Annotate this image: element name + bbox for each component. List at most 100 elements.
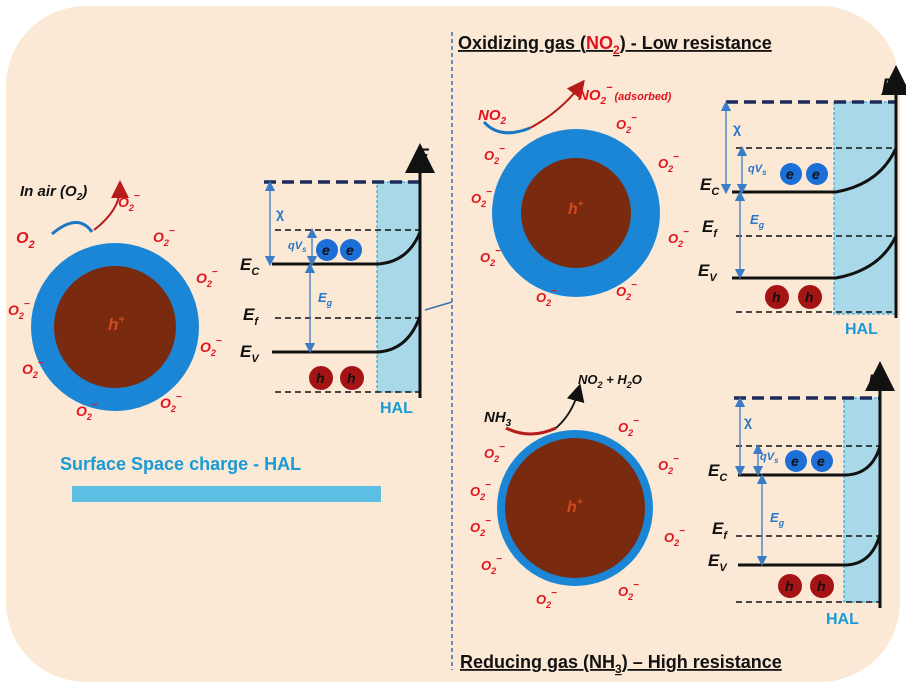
electron-icon (811, 450, 833, 472)
electron-label: e (817, 453, 825, 469)
conduction-band-line (732, 147, 898, 194)
nh3-gas-label: NH (484, 409, 507, 426)
svg-text:Ef: Ef (243, 305, 259, 328)
ads-oxygen-label: O (200, 339, 211, 355)
hal-label: HAL (845, 321, 878, 338)
svg-text:EV: EV (698, 261, 718, 284)
svg-text:In air (O2): In air (O2) (20, 183, 87, 203)
ads-oxygen-label: O (658, 156, 668, 171)
svg-text:χ: χ (744, 413, 752, 429)
svg-text:O2−: O2− (536, 588, 557, 610)
ec-label: E (240, 255, 252, 274)
hole-icon (798, 285, 822, 309)
svg-text:O2−: O2− (470, 516, 491, 538)
svg-text:O2−: O2− (196, 267, 218, 289)
conduction-band-line (272, 231, 422, 266)
hal-label: HAL (380, 400, 413, 417)
electron-icon (785, 450, 807, 472)
in-air-label: In air (O (20, 183, 77, 200)
svg-text:O2−: O2− (658, 152, 679, 174)
ec-label: E (708, 461, 720, 480)
reducing-title: Reducing gas (NH3) – High resistance (460, 652, 782, 676)
chi-label: χ (744, 413, 752, 429)
svg-text:O2−: O2− (664, 526, 685, 548)
svg-text:Surface Space charge - HAL: Surface Space charge - HAL (60, 454, 301, 474)
svg-text:O2−: O2− (618, 416, 639, 438)
svg-text:NO2−(adsorbed): NO2−(adsorbed) (578, 82, 672, 107)
svg-text:Eg: Eg (750, 212, 765, 230)
svg-text:O2−: O2− (76, 400, 98, 422)
svg-text:EC: EC (240, 255, 260, 278)
bottom-right-band-diagram: χ qVs Eg EC Ef EV E e e h h HAL (708, 361, 895, 628)
hal-label: HAL (826, 611, 859, 628)
chi-label: χ (276, 205, 284, 221)
o2-gas-label: O (16, 230, 29, 247)
ads-oxygen-label: O (470, 520, 480, 535)
electron-icon (806, 163, 828, 185)
conduction-band-line (738, 445, 882, 477)
ads-oxygen-label: O (668, 231, 678, 246)
svg-text:EV: EV (240, 342, 260, 365)
electron-icon (316, 239, 338, 261)
particle-core (54, 266, 176, 388)
ads-oxygen-label: O (536, 592, 546, 607)
svg-text:NO2 + H2O: NO2 + H2O (578, 372, 642, 390)
svg-text:EC: EC (708, 461, 728, 484)
ads-oxygen-label: O (22, 361, 33, 377)
oxidizing-title: Oxidizing gas (NO2) - Low resistance (458, 33, 772, 57)
hole-icon (340, 366, 364, 390)
hole-label: h (817, 578, 826, 594)
svg-text:O2−: O2− (618, 580, 639, 602)
top-right-adsorbed-oxygen: O2− O2− O2− O2− O2− O2− O2− O2− (471, 113, 689, 308)
svg-text:O2−: O2− (484, 144, 505, 166)
o2-release-arrow (93, 180, 129, 231)
no2-gas-label: NO (478, 107, 501, 124)
electron-label: e (791, 453, 799, 469)
hole-icon (309, 366, 333, 390)
no2-adsorb-arrow (482, 120, 531, 135)
hal-region (376, 181, 421, 393)
qvs-label: qV (748, 163, 764, 175)
hole-label: h (785, 578, 794, 594)
svg-text:Eg: Eg (770, 510, 785, 528)
ads-oxygen-label: O (118, 194, 129, 210)
svg-text:χ: χ (276, 205, 284, 221)
ads-oxygen-label: O (658, 458, 668, 473)
svg-text:h+: h+ (568, 199, 584, 218)
svg-text:qVs: qVs (288, 240, 307, 254)
left-particle-group: In air (O2) O2 h+ (16, 180, 199, 411)
panel-connector (424, 301, 453, 311)
svg-text:Ef: Ef (712, 519, 728, 542)
svg-text:O2−: O2− (8, 299, 30, 321)
particle-core (521, 158, 631, 268)
electron-icon (780, 163, 802, 185)
ads-oxygen-label: O (616, 284, 626, 299)
ads-oxygen-label: O (664, 530, 674, 545)
hole-label: h (805, 289, 814, 305)
energy-axis-label: E (882, 76, 896, 97)
hole-icon (765, 285, 789, 309)
core-hole-label: h (567, 499, 577, 516)
svg-text:HAL: HAL (845, 321, 878, 338)
hole-label: h (316, 370, 325, 386)
svg-text:HAL: HAL (826, 611, 859, 628)
svg-text:NH3: NH3 (484, 409, 512, 429)
svg-text:NO2: NO2 (478, 107, 507, 127)
nh3-release-arrow (555, 383, 585, 429)
ef-label: E (712, 519, 724, 538)
svg-text:O2−: O2− (22, 358, 44, 380)
hal-bar (72, 486, 381, 502)
svg-text:O2−: O2− (153, 226, 175, 248)
svg-text:E: E (868, 372, 882, 393)
ef-label: E (702, 217, 714, 236)
ev-label: E (708, 551, 720, 570)
electron-label: e (322, 242, 330, 258)
no2-adsorbed-label: NO (578, 87, 601, 104)
svg-text:qVs: qVs (760, 451, 779, 465)
svg-text:O2−: O2− (480, 246, 501, 268)
valence-band-line (738, 533, 882, 567)
ads-oxygen-label: O (196, 270, 207, 286)
svg-text:O2−: O2− (160, 392, 182, 414)
eg-label: E (318, 290, 327, 305)
